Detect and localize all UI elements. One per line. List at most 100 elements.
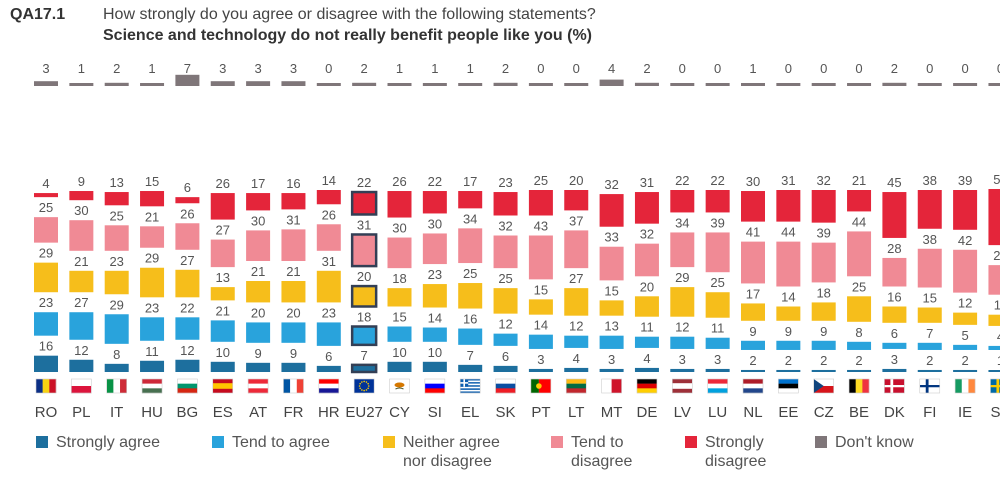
data-label-tend-to-agree-ee: 9 — [785, 324, 792, 339]
bar-group-es: 10 21 13 27 26 3 ES — [210, 61, 235, 421]
bar-segment-tend-to-disagree-de — [634, 243, 659, 277]
legend-label-line: Don't know — [835, 434, 914, 451]
bar-segment-dont-know-se — [988, 83, 1000, 86]
bar-segment-neither-dk — [882, 306, 907, 323]
data-label-strongly-disagree-lu: 22 — [710, 173, 724, 188]
bar-segment-tend-to-disagree-pt — [528, 235, 553, 280]
data-label-dont-know-pl: 1 — [78, 61, 85, 76]
legend-label-line: Tend to — [571, 434, 624, 451]
data-label-strongly-agree-nl: 2 — [749, 353, 756, 368]
data-label-dont-know-se: 0 — [997, 61, 1000, 76]
data-label-strongly-agree-lv: 3 — [679, 352, 686, 367]
data-label-strongly-agree-si: 10 — [428, 345, 442, 360]
data-label-strongly-agree-ro: 16 — [39, 339, 53, 354]
bar-segment-tend-to-disagree-fr — [281, 229, 306, 261]
question-text: How strongly do you agree or disagree wi… — [103, 6, 596, 23]
data-label-strongly-agree-pt: 3 — [537, 352, 544, 367]
legend-label-line: Neither agree — [403, 434, 500, 451]
bar-segment-dont-know-bg — [175, 74, 200, 86]
flag-it-icon — [106, 378, 127, 394]
category-label-se: SE — [990, 404, 1000, 421]
bar-segment-dont-know-ro — [34, 81, 58, 86]
bar-segment-strongly-disagree-fi — [917, 190, 942, 229]
bar-segment-tend-to-agree-hu — [140, 317, 165, 341]
bar-group-sk: 6 12 25 32 23 2 SK — [493, 61, 518, 421]
data-label-tend-to-disagree-hu: 21 — [145, 209, 159, 224]
data-label-strongly-disagree-es: 26 — [216, 176, 230, 191]
data-label-strongly-agree-lt: 4 — [573, 351, 580, 366]
bar-segment-dont-know-hu — [140, 83, 165, 86]
bar-segment-tend-to-agree-es — [210, 320, 235, 342]
data-label-tend-to-disagree-hr: 26 — [322, 207, 336, 222]
category-label-fr: FR — [283, 404, 303, 421]
bar-segment-tend-to-agree-de — [634, 336, 659, 348]
data-label-tend-to-agree-fr: 20 — [286, 305, 300, 320]
bar-segment-strongly-agree-eu27 — [350, 363, 378, 374]
data-label-tend-to-disagree-si: 30 — [428, 216, 442, 231]
bar-segment-tend-to-agree-sk — [493, 333, 518, 346]
category-label-cy: CY — [389, 404, 410, 421]
bar-segment-strongly-disagree-si — [422, 191, 447, 214]
bar-segment-strongly-agree-ro — [34, 355, 58, 372]
category-label-de: DE — [637, 404, 658, 421]
data-label-tend-to-disagree-eu27: 31 — [357, 217, 371, 232]
legend-swatch-strongly-agree — [36, 436, 48, 448]
data-label-strongly-agree-fi: 2 — [926, 353, 933, 368]
flag-cz-icon — [813, 378, 835, 394]
data-label-strongly-disagree-mt: 32 — [604, 177, 618, 192]
chart-subtitle: Science and technology do not really ben… — [103, 27, 592, 45]
data-label-strongly-agree-sk: 6 — [502, 349, 509, 364]
data-label-tend-to-agree-hr: 23 — [322, 305, 336, 320]
bar-segment-strongly-agree-pt — [528, 368, 553, 372]
data-label-tend-to-agree-es: 21 — [216, 303, 230, 318]
data-label-dont-know-ee: 0 — [785, 61, 792, 76]
category-label-si: SI — [428, 404, 442, 421]
data-label-tend-to-disagree-ie: 42 — [958, 233, 972, 248]
data-label-strongly-agree-de: 4 — [643, 351, 650, 366]
data-label-dont-know-lu: 0 — [714, 61, 721, 76]
data-label-tend-to-disagree-dk: 28 — [887, 241, 901, 256]
data-label-strongly-agree-cy: 10 — [392, 345, 406, 360]
bar-segment-dont-know-fi — [917, 83, 942, 86]
bar-segment-neither-eu27 — [350, 284, 378, 308]
bar-segment-strongly-disagree-ie — [953, 190, 978, 230]
bar-segment-neither-bg — [175, 269, 200, 298]
data-label-dont-know-lt: 0 — [573, 61, 580, 76]
bar-group-fi: 2 7 15 38 38 0 FI — [917, 61, 942, 421]
bar-segment-neither-cy — [387, 288, 412, 307]
bar-group-si: 10 14 23 30 22 1 SI — [422, 61, 447, 421]
bar-segment-tend-to-disagree-at — [246, 230, 271, 261]
bar-segment-neither-mt — [599, 300, 624, 316]
data-label-tend-to-agree-dk: 6 — [891, 326, 898, 341]
category-label-it: IT — [110, 404, 123, 421]
data-label-tend-to-disagree-be: 44 — [852, 214, 866, 229]
data-label-strongly-disagree-fi: 38 — [923, 173, 937, 188]
data-label-tend-to-agree-cz: 9 — [820, 324, 827, 339]
data-label-dont-know-hr: 0 — [325, 61, 332, 76]
data-label-strongly-agree-ee: 2 — [785, 353, 792, 368]
bar-segment-neither-hu — [140, 267, 165, 298]
bar-segment-strongly-disagree-eu27 — [350, 190, 378, 216]
bar-segment-strongly-agree-pl — [69, 359, 94, 372]
legend-swatch-strongly-disagree — [685, 436, 697, 448]
flag-ee-icon — [778, 378, 799, 394]
category-label-lu: LU — [708, 404, 727, 421]
flag-pt-icon — [530, 378, 552, 394]
flag-at-icon — [247, 378, 269, 394]
data-label-strongly-agree-at: 9 — [254, 346, 261, 361]
category-label-ee: EE — [778, 404, 798, 421]
bar-segment-neither-pl — [69, 270, 94, 293]
data-label-strongly-disagree-ie: 39 — [958, 173, 972, 188]
data-label-strongly-disagree-se: 55 — [993, 172, 1000, 187]
flag-nl-icon — [742, 378, 764, 394]
bar-segment-dont-know-lt — [564, 83, 589, 86]
data-label-dont-know-fi: 0 — [926, 61, 933, 76]
bar-segment-strongly-disagree-lu — [705, 190, 730, 213]
category-label-nl: NL — [743, 404, 762, 421]
data-label-tend-to-agree-hu: 23 — [145, 300, 159, 315]
bar-segment-tend-to-agree-it — [104, 314, 129, 344]
data-label-dont-know-dk: 2 — [891, 61, 898, 76]
data-label-strongly-agree-dk: 3 — [891, 352, 898, 367]
bar-segment-neither-nl — [741, 303, 765, 321]
category-label-dk: DK — [884, 404, 905, 421]
